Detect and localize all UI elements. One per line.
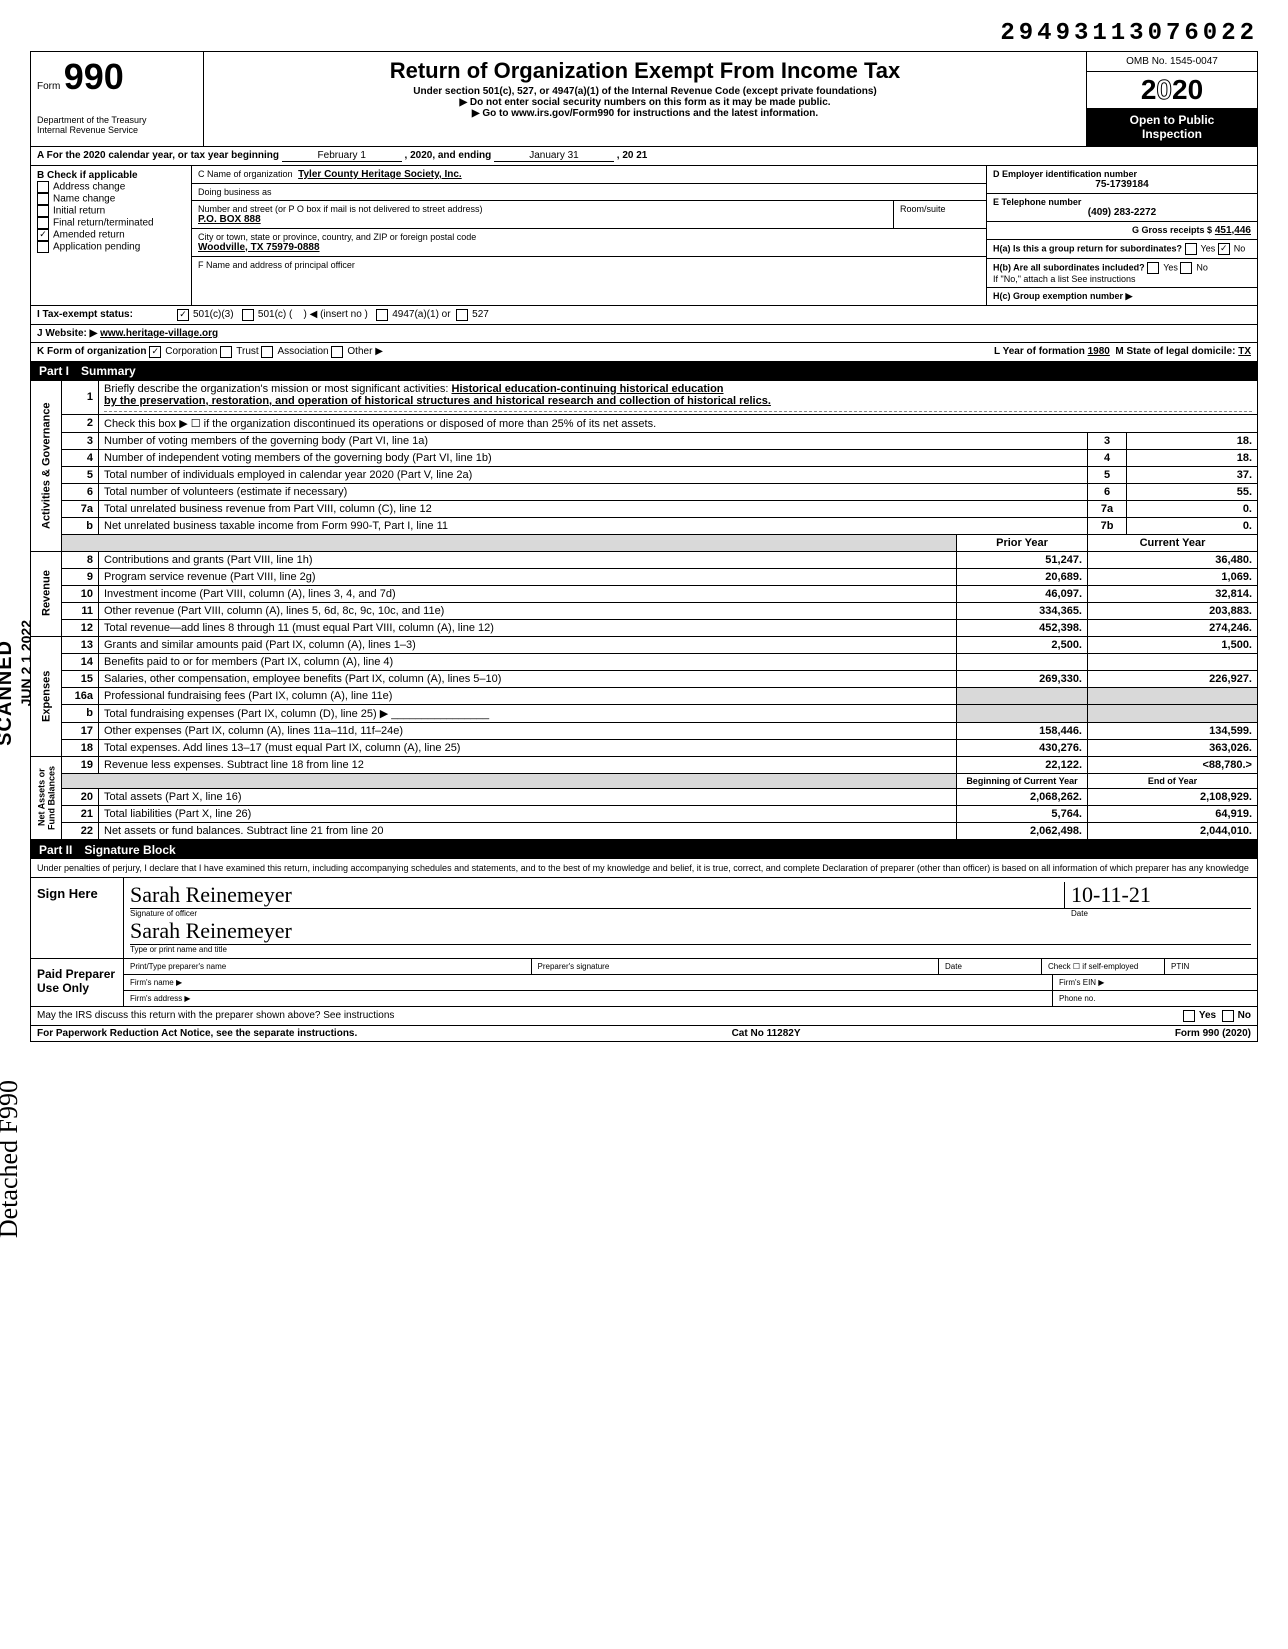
hc-label: H(c) Group exemption number ▶ [987,288,1257,305]
chk-ha-yes[interactable] [1185,243,1197,255]
chk-initial[interactable] [37,205,49,217]
val-3: 18. [1127,432,1258,449]
chk-ha-no[interactable] [1218,243,1230,255]
footer-left: For Paperwork Reduction Act Notice, see … [37,1028,357,1039]
subtitle-1: Under section 501(c), 527, or 4947(a)(1)… [212,86,1078,97]
chk-pending[interactable] [37,241,49,253]
chk-name[interactable] [37,193,49,205]
dept-irs: Internal Revenue Service [37,126,197,136]
form-label: Form [37,81,60,92]
discuss-question: May the IRS discuss this return with the… [37,1010,1183,1022]
hdr-begin: Beginning of Current Year [957,773,1088,788]
telephone: (409) 283-2272 [993,207,1251,218]
period-begin: February 1 [282,150,402,162]
chk-501c[interactable] [242,309,254,321]
chk-other[interactable] [331,346,343,358]
chk-501c3[interactable] [177,309,189,321]
subtitle-3: ▶ Go to www.irs.gov/Form990 for instruct… [212,108,1078,119]
penalty-text: Under penalties of perjury, I declare th… [31,859,1257,878]
ein: 75-1739184 [993,179,1251,190]
row-a: A For the 2020 calendar year, or tax yea… [30,146,1258,165]
val-7b: 0. [1127,517,1258,534]
room-suite-label: Room/suite [894,201,986,228]
chk-final[interactable] [37,217,49,229]
open-public-1: Open to Public [1091,113,1253,127]
line-2: Check this box ▶ ☐ if the organization d… [99,414,1258,432]
chk-corporation[interactable] [149,346,161,358]
footer: For Paperwork Reduction Act Notice, see … [30,1026,1258,1042]
form-title: Return of Organization Exempt From Incom… [212,58,1078,84]
year-formation: 1980 [1088,346,1110,358]
chk-trust[interactable] [220,346,232,358]
chk-527[interactable] [456,309,468,321]
hdr-prior: Prior Year [957,534,1088,551]
state-domicile: TX [1238,346,1251,358]
val-4: 18. [1127,449,1258,466]
paid-preparer-label: Paid Preparer Use Only [31,959,124,1006]
side-activities: Activities & Governance [31,380,62,551]
chk-address[interactable] [37,181,49,193]
gross-receipts: 451,446 [1215,225,1251,236]
city-state-zip: Woodville, TX 75979-0888 [198,242,980,253]
officer-print-name: Sarah Reinemeyer [130,918,1251,945]
officer-signature: Sarah Reinemeyer [130,882,1064,908]
open-public-2: Inspection [1091,127,1253,141]
side-net: Net Assets orFund Balances [31,756,62,839]
form-number: 990 [64,56,124,97]
tax-year: 2020 [1087,72,1257,109]
mission-line2: by the preservation, restoration, and op… [104,395,771,407]
chk-hb-yes[interactable] [1147,262,1159,274]
dba-label: Doing business as [192,184,986,201]
detached-stamp: Detached F990 [0,1080,24,1238]
part-1-header: Part I Summary [30,361,1258,380]
side-expenses: Expenses [31,636,62,756]
omb-number: OMB No. 1545-0047 [1087,52,1257,72]
chk-discuss-no[interactable] [1222,1010,1234,1022]
section-b-label: B Check if applicable [37,170,185,181]
block-b-to-h: B Check if applicable Address change Nam… [30,165,1258,305]
val-7a: 0. [1127,500,1258,517]
scanned-stamp: SCANNED [0,640,17,746]
part-2-header: Part II Signature Block [30,840,1258,859]
signature-block: Under penalties of perjury, I declare th… [30,859,1258,1026]
mission-line1: Historical education-continuing historic… [452,383,724,395]
org-name: Tyler County Heritage Society, Inc. [298,169,462,180]
footer-mid: Cat No 11282Y [732,1028,801,1039]
chk-association[interactable] [261,346,273,358]
chk-4947[interactable] [376,309,388,321]
chk-discuss-yes[interactable] [1183,1010,1195,1022]
chk-hb-no[interactable] [1180,262,1192,274]
subtitle-2: ▶ Do not enter social security numbers o… [212,97,1078,108]
summary-table: Activities & Governance 1 Briefly descri… [30,380,1258,840]
side-revenue: Revenue [31,551,62,636]
sign-here-label: Sign Here [31,878,124,958]
hdr-current: Current Year [1088,534,1258,551]
period-end: January 31 [494,150,614,162]
footer-right: Form 990 (2020) [1175,1028,1251,1039]
chk-amended[interactable] [37,229,49,241]
hdr-end: End of Year [1088,773,1258,788]
val-5: 37. [1127,466,1258,483]
val-6: 55. [1127,483,1258,500]
website: www.heritage-village.org [100,328,218,339]
document-code: 29493113076022 [30,20,1258,47]
sign-date: 10-11-21 [1064,882,1251,908]
form-header: Form 990 Department of the Treasury Inte… [30,51,1258,146]
rows-ijk: I Tax-exempt status: 501(c)(3) 501(c) ( … [30,305,1258,361]
street-address: P.O. BOX 888 [198,214,887,225]
